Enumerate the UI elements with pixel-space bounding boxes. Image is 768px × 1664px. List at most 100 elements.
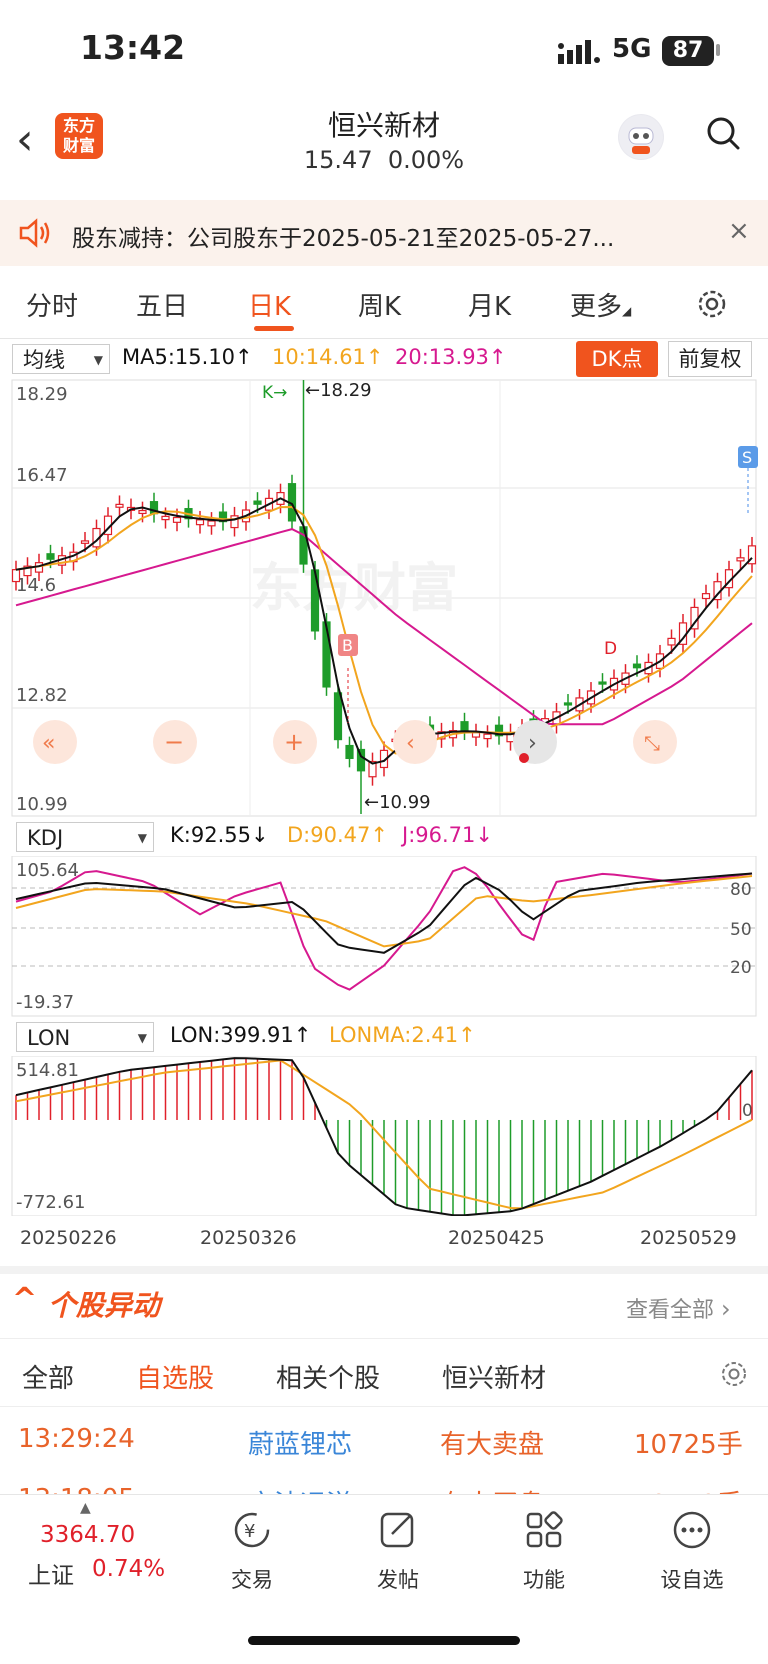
candle-body	[253, 500, 262, 505]
kdj-y-min: -19.37	[16, 992, 74, 1013]
nav-functions[interactable]: 功能	[523, 1568, 565, 1592]
kdj-j-line	[15, 866, 753, 991]
watermark: 东方财富	[250, 559, 458, 619]
mover-time: 13:29:24	[18, 1424, 135, 1454]
lon-selector[interactable]: LON ▼	[16, 1022, 154, 1052]
movers-title: 个股异动	[48, 1289, 161, 1322]
scroll-left-button[interactable]: «	[33, 720, 77, 764]
candle-body	[483, 733, 492, 740]
candle-body	[23, 565, 32, 577]
lon-chart[interactable]: 514.81 -772.61 0	[0, 1056, 768, 1216]
candle-body	[11, 569, 21, 583]
home-indicator	[248, 1636, 520, 1645]
x-label-1: 20250226	[20, 1227, 117, 1249]
low-label: ←10.99	[364, 792, 431, 813]
ma20-value: 20:13.93↑	[395, 345, 507, 369]
gear-icon[interactable]	[718, 1358, 750, 1390]
close-icon[interactable]: ×	[728, 216, 750, 246]
expand-up-icon[interactable]: ▲	[80, 1500, 91, 1516]
nav-post[interactable]: 发帖	[377, 1568, 419, 1592]
notice-banner[interactable]	[0, 200, 768, 266]
gear-icon[interactable]	[694, 286, 730, 322]
step-right-button[interactable]: ›	[513, 720, 557, 764]
candle-body	[736, 557, 745, 562]
lon-zero: 0	[742, 1101, 753, 1121]
candle-body	[667, 637, 676, 646]
ma-selector-label: 均线	[23, 348, 65, 372]
kdj-d-line	[15, 875, 753, 948]
battery-icon: 87	[662, 36, 714, 66]
candle-body	[701, 593, 711, 600]
k-marker: K→	[262, 383, 287, 403]
candle-body	[115, 503, 124, 508]
logo-text: 东方 财富	[62, 116, 95, 155]
x-label-4: 20250529	[640, 1227, 737, 1249]
candle-body	[172, 516, 182, 523]
kline-chart[interactable]: 东方财富 18.29 16.47 14.6 12.82 10.99 K→ ←18…	[0, 378, 768, 818]
nav-trade[interactable]: 交易	[231, 1568, 273, 1592]
candle-body	[471, 732, 481, 738]
trade-icon[interactable]: ¥	[230, 1508, 274, 1552]
s-marker: S	[742, 448, 752, 467]
dropdown-icon: ▼	[137, 1031, 147, 1045]
app-logo: 东方 财富	[55, 113, 103, 159]
forward-adjust-button[interactable]: 前复权	[668, 341, 752, 377]
kdj-selector-label: KDJ	[27, 826, 64, 850]
mover-event: 有大卖盘	[440, 1430, 545, 1460]
movers-tab-related[interactable]: 相关个股	[276, 1364, 381, 1394]
sell-signal-marker	[738, 446, 758, 468]
step-left-button[interactable]: ‹	[393, 720, 437, 764]
lon-selector-label: LON	[27, 1026, 71, 1050]
mover-volume: 10725手	[634, 1430, 743, 1460]
candle-body	[207, 520, 216, 527]
svg-text:+: +	[284, 728, 304, 756]
stock-price-line: 15.47 0.00%	[0, 146, 768, 174]
nav-add-watchlist[interactable]: 设自选	[660, 1568, 724, 1592]
kdj-selector[interactable]: KDJ ▼	[16, 822, 154, 852]
b-marker: B	[342, 636, 353, 655]
notice-text: 股东减持：公司股东于2025-05-21至2025-05-27...	[72, 226, 615, 252]
search-icon[interactable]	[706, 116, 740, 150]
tab-monthly-k[interactable]: 月K	[468, 292, 512, 322]
dk-point-button[interactable]: DK点	[576, 341, 658, 377]
ma20-line	[15, 528, 753, 726]
candle-body	[356, 748, 366, 772]
tab-more-label: 更多	[570, 292, 623, 322]
more-dots-icon[interactable]	[670, 1508, 714, 1552]
signal-icon	[558, 40, 600, 64]
zoom-in-button[interactable]: +	[273, 720, 317, 764]
apps-icon[interactable]	[522, 1508, 566, 1552]
lon-y-max: 514.81	[16, 1060, 79, 1081]
svg-text:«: «	[42, 731, 55, 756]
zoom-out-button[interactable]: −	[153, 720, 197, 764]
lon-line	[15, 1057, 753, 1216]
index-value[interactable]: 3364.70	[40, 1522, 136, 1548]
movers-tab-watchlist[interactable]: 自选股	[136, 1364, 215, 1394]
lon-value: LON:399.91↑	[170, 1023, 312, 1047]
kdj-level-20: 20	[730, 958, 752, 978]
tab-weekly-k[interactable]: 周K	[358, 292, 402, 322]
kdj-chart[interactable]: 105.64 -19.37 80 50 20	[0, 856, 768, 1018]
buy-signal-marker	[338, 634, 358, 656]
view-all-link[interactable]: 查看全部 ›	[626, 1292, 731, 1324]
compose-icon[interactable]	[376, 1508, 420, 1552]
candle-body	[322, 621, 331, 688]
kdj-d-value: D:90.47↑	[287, 823, 388, 847]
tab-five-day[interactable]: 五日	[136, 292, 189, 322]
tab-more[interactable]: 更多◢	[570, 286, 631, 323]
mover-stock-link[interactable]: 蔚蓝锂芯	[248, 1430, 353, 1460]
back-icon[interactable]: ‹	[16, 114, 34, 165]
candle-body	[632, 663, 642, 669]
robot-assistant-icon[interactable]	[618, 114, 664, 160]
collapse-icon[interactable]: ^	[12, 1282, 38, 1317]
movers-tab-all[interactable]: 全部	[22, 1364, 75, 1394]
d-marker: D	[604, 639, 617, 659]
divider	[0, 1338, 768, 1339]
tab-daily-k[interactable]: 日K	[248, 292, 292, 322]
fullscreen-button[interactable]: ⤡	[633, 720, 677, 764]
ma5-line	[15, 497, 753, 765]
movers-tab-stock[interactable]: 恒兴新材	[442, 1364, 547, 1394]
tab-intraday[interactable]: 分时	[26, 292, 79, 322]
ma-selector[interactable]: 均线 ▼	[12, 344, 110, 374]
divider	[0, 338, 768, 339]
